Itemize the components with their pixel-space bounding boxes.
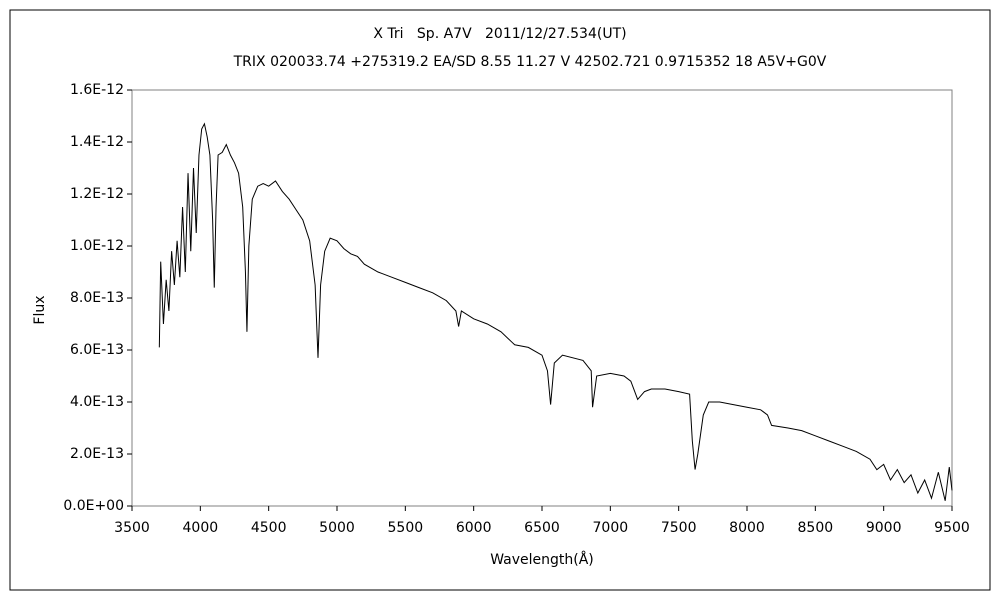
x-axis-label: Wavelength(Å)	[490, 551, 594, 568]
y-tick-label: 1.0E-12	[70, 238, 124, 254]
x-tick-label: 3500	[114, 520, 150, 536]
chart-title: X Tri Sp. A7V 2011/12/27.534(UT)	[373, 26, 626, 42]
x-tick-label: 4000	[183, 520, 219, 536]
spectrum-line	[158, 122, 953, 501]
x-tick-label: 9000	[866, 520, 902, 536]
y-tick-label: 6.0E-13	[70, 342, 124, 358]
y-tick-label: 1.6E-12	[70, 82, 124, 98]
x-tick-label: 7000	[593, 520, 629, 536]
x-tick-label: 4500	[251, 520, 287, 536]
x-tick-label: 8000	[729, 520, 765, 536]
x-tick-label: 5500	[388, 520, 424, 536]
y-tick-label: 8.0E-13	[70, 290, 124, 306]
chart-subtitle: TRIX 020033.74 +275319.2 EA/SD 8.55 11.2…	[233, 54, 827, 70]
y-tick-label: 0.0E+00	[63, 498, 124, 514]
x-tick-label: 8500	[798, 520, 834, 536]
y-tick-label: 1.2E-12	[70, 186, 124, 202]
y-tick-label: 1.4E-12	[70, 134, 124, 150]
y-tick-label: 4.0E-13	[70, 394, 124, 410]
x-tick-label: 6500	[524, 520, 560, 536]
x-tick-label: 9500	[934, 520, 970, 536]
plot-area	[131, 89, 953, 507]
x-tick-label: 6000	[456, 520, 492, 536]
x-tick-label: 5000	[319, 520, 355, 536]
y-axis-label: Flux	[32, 295, 48, 324]
x-tick-label: 7500	[661, 520, 697, 536]
y-tick-label: 2.0E-13	[70, 446, 124, 462]
